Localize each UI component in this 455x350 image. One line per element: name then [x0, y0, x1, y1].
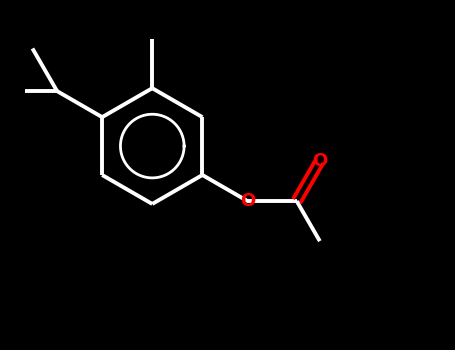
Text: O: O [240, 192, 255, 210]
Text: O: O [312, 152, 328, 170]
